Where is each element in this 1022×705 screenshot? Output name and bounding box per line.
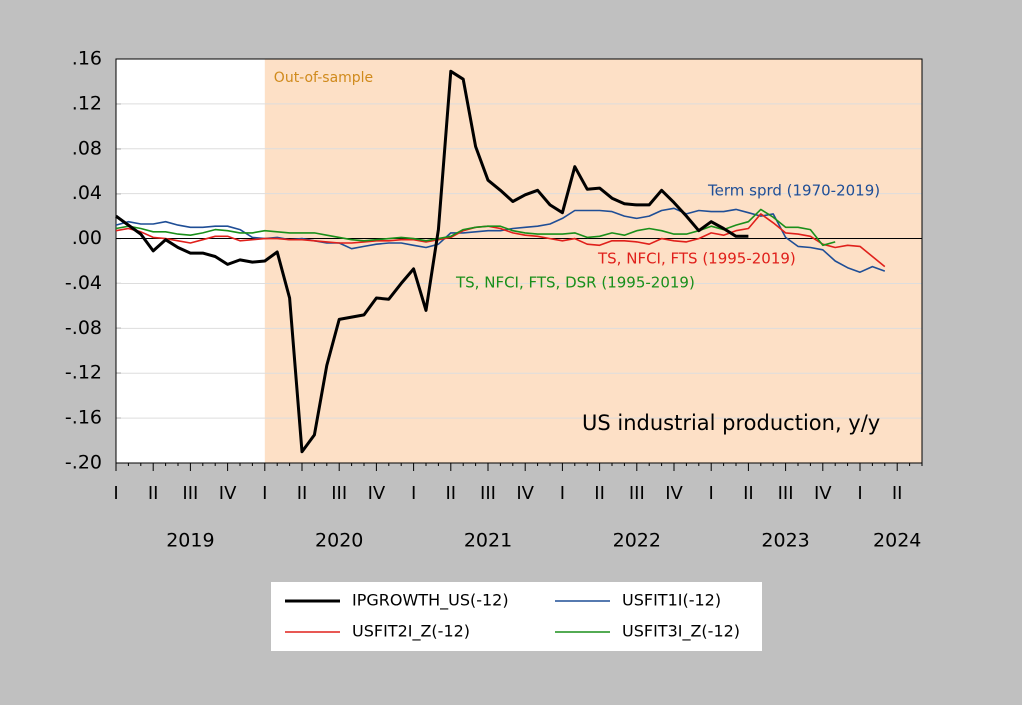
y-tick-label: .12 [72, 92, 102, 114]
x-tick-label: III [629, 483, 645, 504]
x-tick-label: I [411, 483, 416, 504]
y-tick-label: .04 [72, 182, 102, 204]
x-tick-label: IV [219, 483, 237, 504]
plot-frame [115, 58, 923, 464]
year-label: 2022 [613, 530, 661, 552]
x-tick-label: II [594, 483, 605, 504]
annotation: US industrial production, y/y [582, 411, 880, 435]
y-tick-label: .00 [72, 227, 102, 249]
x-tick-label: II [148, 483, 159, 504]
legend-box [271, 582, 762, 651]
x-tick-label: II [892, 483, 903, 504]
x-tick-label: IV [665, 483, 683, 504]
x-tick-label: I [857, 483, 862, 504]
annotation: TS, NFCI, FTS (1995-2019) [597, 250, 796, 268]
year-label: 2024 [873, 530, 921, 552]
year-label: 2019 [166, 530, 214, 552]
x-tick-label: III [778, 483, 794, 504]
legend-label: USFIT3I_Z(-12) [622, 622, 740, 642]
y-tick-label: -.12 [65, 362, 102, 384]
x-tick-label: I [709, 483, 714, 504]
x-tick-label: III [331, 483, 347, 504]
y-tick-label: .08 [72, 137, 102, 159]
y-tick-label: -.04 [65, 272, 102, 294]
y-tick-label: -.20 [65, 452, 102, 474]
series-line [115, 213, 886, 268]
series-line [115, 208, 836, 247]
x-tick-label: II [445, 483, 456, 504]
y-tick-label: -.08 [65, 317, 102, 339]
legend-label: USFIT2I_Z(-12) [352, 622, 470, 642]
x-tick-label: III [182, 483, 198, 504]
legend-label: USFIT1I(-12) [622, 591, 721, 610]
shade-region [264, 59, 922, 463]
x-tick-label: II [297, 483, 308, 504]
year-label: 2023 [761, 530, 809, 552]
x-tick-label: I [560, 483, 565, 504]
x-tick-label: IV [814, 483, 832, 504]
annotation: Term sprd (1970-2019) [707, 182, 880, 200]
y-tick-label: -.16 [65, 407, 102, 429]
x-tick-label: IV [368, 483, 386, 504]
x-tick-label: IV [516, 483, 534, 504]
x-tick-label: II [743, 483, 754, 504]
shade-label: Out-of-sample [274, 70, 373, 86]
x-tick-label: I [113, 483, 118, 504]
year-label: 2020 [315, 530, 363, 552]
x-tick-label: III [480, 483, 496, 504]
year-label: 2021 [464, 530, 512, 552]
series-line [115, 69, 749, 454]
annotation: TS, NFCI, FTS, DSR (1995-2019) [455, 274, 695, 292]
legend-label: IPGROWTH_US(-12) [352, 591, 509, 611]
y-tick-label: .16 [72, 48, 102, 70]
x-tick-label: I [262, 483, 267, 504]
